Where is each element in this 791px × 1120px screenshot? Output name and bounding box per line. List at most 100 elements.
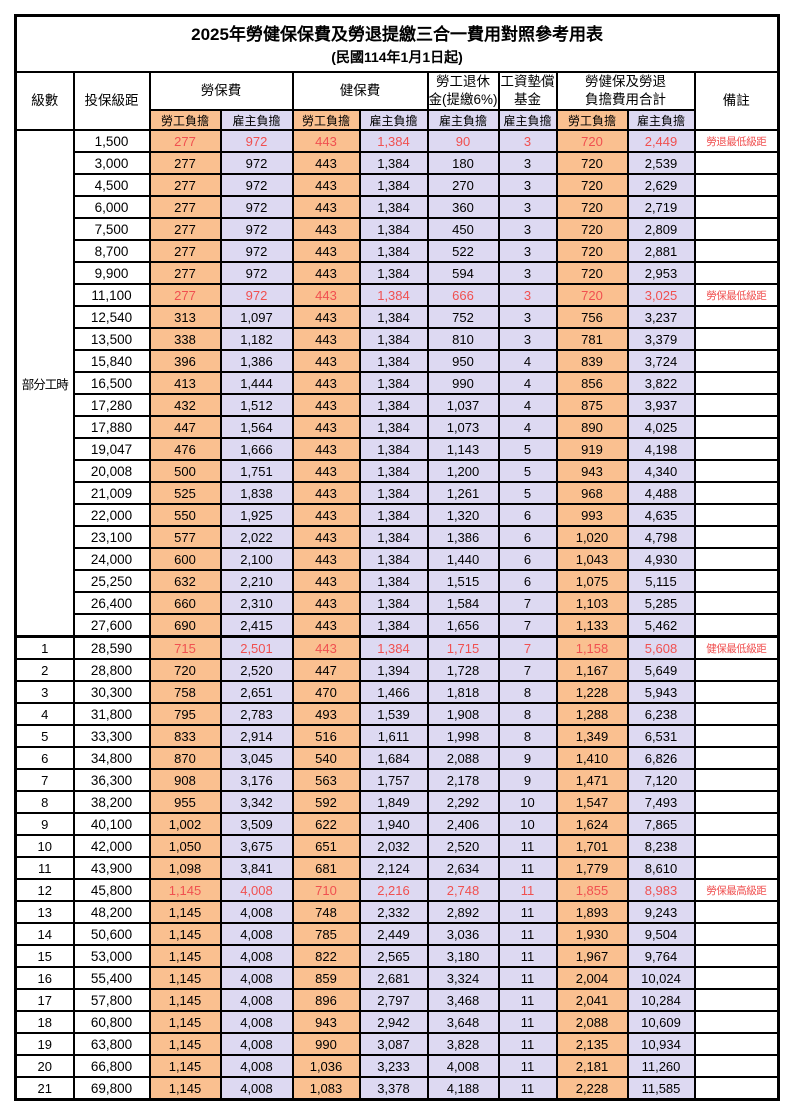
fee-value-cell: 5,285	[626, 591, 696, 615]
fee-value-cell: 3	[497, 173, 558, 197]
table-row: 25,250 632 2,210 443 1,384 1,515 6 1,075 5,115	[16, 569, 780, 593]
fee-value-cell: 1,940	[358, 812, 429, 836]
fee-value-cell: 833	[148, 724, 222, 748]
remark-cell	[693, 261, 780, 285]
col-header-pension: 勞工退休 金(提繳6%)	[426, 71, 500, 111]
fee-value-cell: 4,008	[219, 922, 294, 946]
fee-value-cell: 1,145	[148, 988, 222, 1012]
fee-value-cell: 1,384	[358, 503, 429, 527]
bracket-cell: 3,000	[72, 151, 151, 175]
fee-value-cell: 1,855	[555, 878, 629, 902]
fee-value-cell: 1,701	[555, 834, 629, 858]
subheader-pension-employer: 雇主負擔	[426, 109, 500, 131]
fee-value-cell: 4	[497, 349, 558, 373]
table-row: 7 36,300 908 3,176 563 1,757 2,178 9 1,471 7,120	[14, 768, 780, 792]
fee-value-cell: 7	[497, 613, 558, 638]
level-cell: 15	[14, 944, 75, 968]
fee-value-cell: 1,384	[358, 283, 429, 307]
fee-value-cell: 4,008	[219, 878, 294, 902]
fee-value-cell: 681	[291, 856, 361, 880]
fee-value-cell: 10	[497, 790, 558, 814]
fee-value-cell: 1,261	[426, 481, 500, 505]
fee-value-cell: 1,043	[555, 547, 629, 571]
fee-value-cell: 839	[555, 349, 629, 373]
fee-value-cell: 5,462	[626, 613, 696, 638]
fee-value-cell: 443	[291, 415, 361, 439]
remark-cell	[693, 569, 780, 593]
col-header-bracket: 投保級距	[72, 71, 151, 131]
fee-value-cell: 720	[555, 239, 629, 263]
level-cell: 17	[14, 988, 75, 1012]
fee-value-cell: 450	[426, 217, 500, 241]
level-cell: 11	[14, 856, 75, 880]
table-row: 6,000 277 972 443 1,384 360 3 720 2,719	[16, 195, 780, 219]
fee-value-cell: 8	[497, 680, 558, 704]
fee-value-cell: 1,715	[426, 635, 500, 660]
fee-value-cell: 447	[148, 415, 222, 439]
fee-value-cell: 313	[148, 305, 222, 329]
level-cell: 18	[14, 1010, 75, 1034]
fee-value-cell: 10,284	[626, 988, 696, 1012]
fee-value-cell: 11	[497, 834, 558, 858]
fee-value-cell: 1,849	[358, 790, 429, 814]
fee-value-cell: 9,243	[626, 900, 696, 924]
fee-value-cell: 1,384	[358, 195, 429, 219]
fee-value-cell: 11	[497, 878, 558, 902]
fee-value-cell: 3,036	[426, 922, 500, 946]
bracket-cell: 24,000	[72, 547, 151, 571]
fee-value-cell: 516	[291, 724, 361, 748]
fee-value-cell: 3,342	[219, 790, 294, 814]
fee-value-cell: 6,238	[626, 702, 696, 726]
fee-value-cell: 277	[148, 261, 222, 285]
table-row: 14 50,600 1,145 4,008 785 2,449 3,036 11 1,930 9,…	[14, 922, 780, 946]
fee-value-cell: 1,384	[358, 569, 429, 593]
fee-value-cell: 8	[497, 702, 558, 726]
fee-value-cell: 1,145	[148, 1076, 222, 1101]
remark-cell	[693, 481, 780, 505]
fee-value-cell: 660	[148, 591, 222, 615]
fee-value-cell: 1,002	[148, 812, 222, 836]
fee-value-cell: 1,512	[219, 393, 294, 417]
fee-value-cell: 6,826	[626, 746, 696, 770]
fee-value-cell: 1,145	[148, 966, 222, 990]
fee-value-cell: 4,008	[219, 1032, 294, 1056]
fee-value-cell: 443	[291, 481, 361, 505]
col-header-health-insurance: 健保費	[291, 71, 429, 111]
table-row: 13,500 338 1,182 443 1,384 810 3 781 3,379	[16, 327, 780, 351]
subheader-labor-employee: 勞工負擔	[148, 109, 222, 131]
bracket-cell: 13,500	[72, 327, 151, 351]
fee-value-cell: 1,384	[358, 129, 429, 153]
fee-value-cell: 2,783	[219, 702, 294, 726]
table-row: 22,000 550 1,925 443 1,384 1,320 6 993 4,635	[16, 503, 780, 527]
fee-value-cell: 2,629	[626, 173, 696, 197]
fee-value-cell: 2,942	[358, 1010, 429, 1034]
fee-value-cell: 690	[148, 613, 222, 638]
fee-value-cell: 785	[291, 922, 361, 946]
fee-value-cell: 600	[148, 547, 222, 571]
fee-value-cell: 720	[555, 173, 629, 197]
fee-value-cell: 1,384	[358, 305, 429, 329]
bracket-cell: 31,800	[72, 702, 151, 726]
table-row: 18 60,800 1,145 4,008 943 2,942 3,648 11 2,088 10…	[14, 1010, 780, 1034]
fee-value-cell: 972	[219, 239, 294, 263]
bracket-cell: 69,800	[72, 1076, 151, 1101]
remark-cell	[693, 151, 780, 175]
fee-value-cell: 890	[555, 415, 629, 439]
bracket-cell: 11,100	[72, 283, 151, 307]
fee-value-cell: 1,611	[358, 724, 429, 748]
level-cell: 12	[14, 878, 75, 902]
table-row: 4 31,800 795 2,783 493 1,539 1,908 8 1,288 6,238	[14, 702, 780, 726]
fee-value-cell: 6	[497, 569, 558, 593]
fee-value-cell: 9	[497, 768, 558, 792]
bracket-cell: 26,400	[72, 591, 151, 615]
fee-value-cell: 2,228	[555, 1076, 629, 1101]
fee-value-cell: 3	[497, 129, 558, 153]
fee-value-cell: 577	[148, 525, 222, 549]
fee-value-cell: 11	[497, 1032, 558, 1056]
fee-value-cell: 1,228	[555, 680, 629, 704]
fee-value-cell: 1,320	[426, 503, 500, 527]
fee-value-cell: 4	[497, 393, 558, 417]
fee-value-cell: 993	[555, 503, 629, 527]
fee-value-cell: 443	[291, 437, 361, 461]
remark-cell	[693, 702, 780, 726]
